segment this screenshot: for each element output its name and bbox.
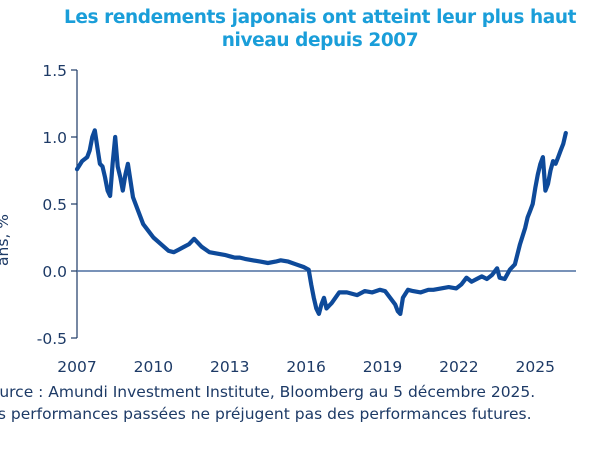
x-tick-label: 2025 <box>516 358 555 376</box>
y-tick-label: 1.0 <box>42 129 67 147</box>
x-tick-label: 2007 <box>57 358 96 376</box>
y-tick-label: -0.5 <box>37 330 67 348</box>
chart-title: Les rendements japonais ont atteint leur… <box>40 6 592 52</box>
source-line: Source : Amundi Investment Institute, Bl… <box>0 383 536 401</box>
disclaimer-line: Les performances passées ne préjugent pa… <box>0 405 532 423</box>
y-axis: 1.5 1.0 0.5 0.0 -0.5 <box>37 62 78 348</box>
y-tick-label: 0.0 <box>42 263 67 281</box>
series-group <box>74 128 568 316</box>
x-tick-label: 2016 <box>286 358 325 376</box>
series-line <box>74 128 568 316</box>
x-tick-label: 2022 <box>439 358 478 376</box>
y-axis-label: ans, % <box>0 214 12 266</box>
chart-title-line-1: Les rendements japonais ont atteint leur… <box>63 7 577 28</box>
chart-title-line-2: niveau depuis 2007 <box>221 30 419 51</box>
x-axis: 2007 2010 2013 2016 2019 2022 2025 <box>57 358 555 376</box>
y-tick-label: 0.5 <box>42 196 67 214</box>
x-tick-label: 2019 <box>363 358 402 376</box>
source-note: Source : Amundi Investment Institute, Bl… <box>0 381 592 425</box>
y-tick-label: 1.5 <box>42 62 67 80</box>
x-tick-label: 2013 <box>210 358 249 376</box>
line-chart: 1.5 1.0 0.5 0.0 -0.5 2007 2010 2013 2016 2019 202… <box>0 62 576 376</box>
x-tick-label: 2010 <box>134 358 173 376</box>
